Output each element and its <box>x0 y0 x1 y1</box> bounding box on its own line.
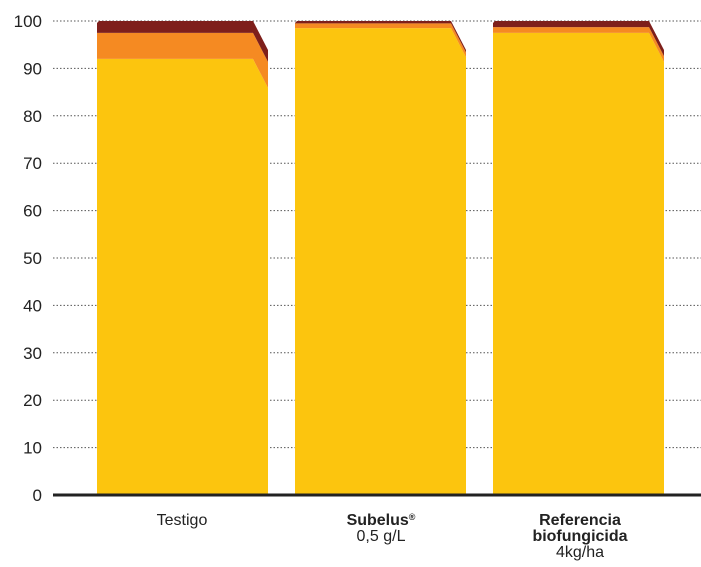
y-tick-label: 50 <box>23 249 42 268</box>
y-tick-label: 20 <box>23 391 42 410</box>
category-label-2: Referencia biofungicida 4kg/ha <box>480 513 680 561</box>
y-tick-label: 0 <box>33 486 42 505</box>
y-tick-label: 90 <box>23 59 42 78</box>
bar-segment-1-1 <box>295 23 466 58</box>
y-tick-label: 70 <box>23 154 42 173</box>
category-label-1: Subelus® 0,5 g/L <box>281 513 481 545</box>
y-tick-label: 60 <box>23 202 42 221</box>
bar-segment-2-2 <box>493 21 664 57</box>
category-label-line: Testigo <box>156 512 208 529</box>
y-tick-label: 30 <box>23 344 42 363</box>
bars <box>97 21 664 496</box>
registered-mark: ® <box>408 512 416 522</box>
bar-segment-2-1 <box>493 27 664 62</box>
y-tick-label: 80 <box>23 107 42 126</box>
bar-segment-2-0 <box>493 32 664 495</box>
y-axis-ticks: 0 10 20 30 40 50 60 70 80 90 100 <box>14 12 42 505</box>
category-label-line: 0,5 g/L <box>356 528 406 545</box>
category-label-bold: Subelus® <box>346 512 416 529</box>
bar-segment-0-1 <box>97 32 268 88</box>
bar-segment-1-0 <box>295 28 466 496</box>
y-tick-label: 100 <box>14 12 42 31</box>
category-label-line: 4kg/ha <box>555 544 605 561</box>
y-tick-label: 40 <box>23 296 42 315</box>
category-label-bold: Referencia biofungicida <box>532 512 628 545</box>
y-tick-label: 10 <box>23 439 42 458</box>
bar-segment-0-0 <box>97 58 268 496</box>
category-label-0: Testigo <box>82 513 282 529</box>
bar-segment-0-2 <box>97 21 268 62</box>
